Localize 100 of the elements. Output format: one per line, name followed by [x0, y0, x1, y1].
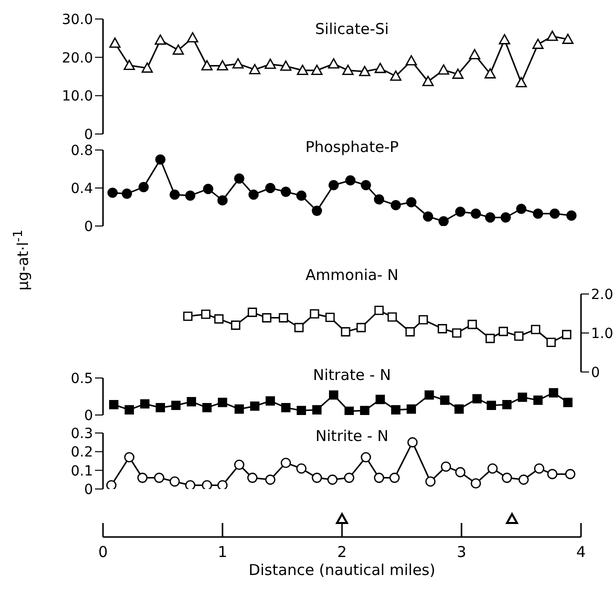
point [498, 326, 508, 336]
x-tick-label: 3 [456, 543, 466, 561]
point [484, 68, 496, 78]
point [388, 312, 397, 322]
point [452, 328, 462, 338]
point [325, 312, 335, 322]
point [328, 180, 339, 190]
point [550, 208, 560, 219]
point [470, 478, 481, 489]
y-tick-label: 0 [84, 482, 93, 498]
point [485, 212, 496, 223]
point [186, 397, 196, 406]
y-tick-label: 0.1 [70, 463, 93, 480]
point [107, 188, 118, 198]
point [405, 327, 415, 336]
chart-title: Phosphate-P [305, 138, 399, 156]
point [406, 55, 417, 66]
point [391, 405, 400, 414]
point [138, 182, 149, 192]
point [530, 324, 540, 334]
point [280, 186, 291, 197]
point [470, 208, 481, 219]
point [455, 467, 466, 478]
point [424, 390, 434, 400]
point [548, 388, 558, 398]
y-tick-label: 0.3 [70, 426, 93, 442]
point [154, 34, 166, 45]
point [566, 210, 577, 221]
point [547, 468, 558, 480]
point [486, 400, 496, 410]
point [216, 60, 228, 70]
point [359, 66, 370, 76]
point [374, 472, 384, 483]
point [281, 402, 290, 412]
x-tick-label: 0 [98, 543, 108, 561]
point [516, 76, 527, 88]
point [546, 338, 556, 348]
point [425, 476, 436, 487]
point [502, 400, 512, 410]
point [250, 401, 260, 411]
point [532, 38, 544, 49]
point [185, 190, 196, 201]
point [214, 314, 224, 324]
y-tick-label: 0.5 [70, 370, 93, 387]
chart-title: Nitrite - N [316, 427, 388, 445]
point [296, 190, 307, 201]
point [140, 399, 150, 409]
point [122, 188, 132, 199]
point [312, 206, 322, 216]
y-tick-label: 0.4 [70, 180, 94, 197]
point [502, 472, 512, 483]
point [310, 309, 320, 319]
point [218, 398, 228, 408]
y-tick-label: 0 [84, 126, 93, 143]
point [186, 32, 198, 42]
chart-title: Silicate-Si [315, 20, 389, 38]
point [234, 404, 244, 414]
point [534, 463, 544, 474]
point [562, 330, 572, 340]
point [202, 480, 212, 489]
point [563, 398, 573, 408]
point [296, 463, 307, 474]
point [407, 437, 418, 448]
point [265, 182, 276, 194]
point [390, 70, 402, 81]
point [264, 58, 276, 69]
chart-title: Ammonia- N [306, 266, 398, 284]
point [124, 452, 134, 462]
point [217, 480, 228, 489]
point [234, 460, 244, 470]
point [294, 322, 304, 332]
y-tick-label: 30.0 [62, 12, 93, 28]
y2-tick-label: 2.0 [591, 286, 614, 303]
point [249, 64, 260, 74]
point [312, 472, 322, 483]
y-tick-label: 0.2 [70, 444, 93, 461]
y-tick-label: 20.0 [62, 50, 93, 66]
point [280, 60, 292, 71]
point [248, 190, 259, 200]
point [498, 34, 510, 44]
point [217, 195, 228, 206]
point [170, 190, 180, 200]
point [185, 480, 196, 489]
point [109, 38, 121, 48]
point [374, 62, 386, 74]
point [265, 474, 276, 485]
y-tick-label: 0 [84, 218, 93, 235]
point [203, 184, 214, 194]
chart-title: Nitrate - N [313, 366, 391, 384]
point [390, 200, 401, 210]
point [142, 62, 153, 73]
point [546, 30, 558, 41]
point [518, 392, 528, 402]
point [311, 64, 323, 76]
point [562, 34, 574, 44]
point [280, 458, 291, 468]
point [124, 405, 134, 414]
point [296, 64, 308, 76]
point [327, 474, 338, 485]
point [266, 396, 275, 406]
